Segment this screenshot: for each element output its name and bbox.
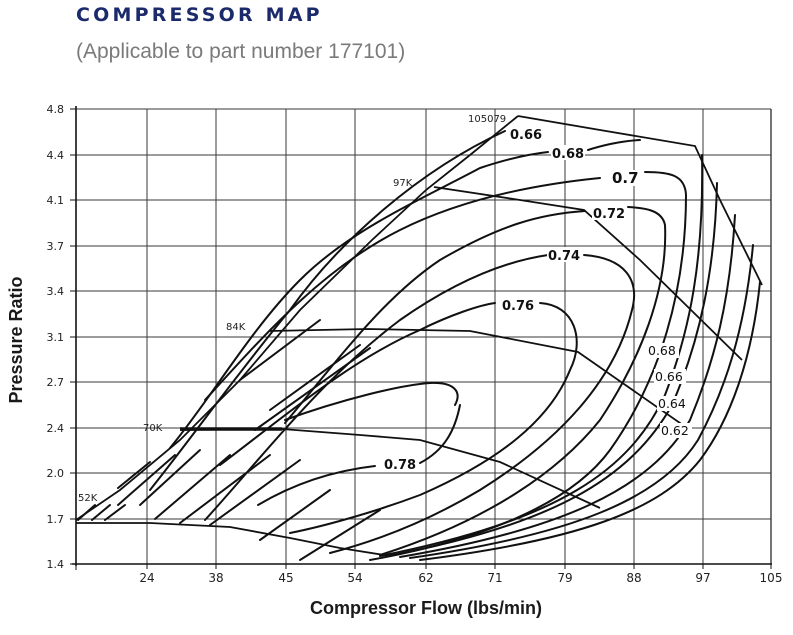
speed-label-52k: 52K <box>78 493 98 504</box>
x-tick: 24 <box>139 571 154 585</box>
y-tick: 3.4 <box>47 285 65 298</box>
eff-label-074: 0.74 <box>548 249 580 264</box>
eff-label-070: 0.7 <box>612 169 639 187</box>
eff-label-078: 0.78 <box>384 458 416 473</box>
speed-label-105079: 105079 <box>468 114 506 125</box>
x-tick: 71 <box>487 571 502 585</box>
speed-line-105079 <box>517 115 763 286</box>
y-tick: 4.4 <box>47 149 65 162</box>
eff-label-062-choke: 0.62 <box>661 423 689 438</box>
eff-label-068-top: 0.68 <box>552 147 584 162</box>
surge-line <box>75 115 519 521</box>
x-axis-title: Compressor Flow (lbs/min) <box>310 598 542 618</box>
eff-label-066-top: 0.66 <box>510 128 542 143</box>
speed-labels: 52K 70K 84K 97K 105079 <box>78 114 506 504</box>
speed-line-84k <box>268 328 691 431</box>
eff-label-076: 0.76 <box>502 299 534 314</box>
x-tick-labels: 24 38 45 54 62 71 79 88 97 105 <box>139 571 782 585</box>
x-tick: 97 <box>695 571 710 585</box>
efficiency-labels: 0.66 0.68 0.7 0.72 0.74 0.76 0.78 0.68 0… <box>383 126 692 473</box>
chart-subtitle: (Applicable to part number 177101) <box>76 40 406 63</box>
eff-label-072: 0.72 <box>593 207 625 222</box>
y-tick: 1.4 <box>47 558 65 571</box>
y-tick: 2.0 <box>47 467 65 480</box>
chart-title: COMPRESSOR MAP <box>76 4 323 26</box>
eff-label-068-choke: 0.68 <box>648 343 676 358</box>
x-tick: 38 <box>208 571 223 585</box>
y-tick: 2.4 <box>47 422 65 435</box>
y-tick: 2.7 <box>47 376 65 389</box>
speed-line-97k <box>433 186 743 361</box>
x-tick: 88 <box>626 571 641 585</box>
speed-lines <box>76 115 763 557</box>
speed-line-52k <box>76 522 391 557</box>
eff-label-066-choke: 0.66 <box>655 369 683 384</box>
x-tick: 105 <box>760 571 783 585</box>
x-tick: 79 <box>557 571 572 585</box>
y-tick: 3.1 <box>47 331 65 344</box>
y-tick: 3.7 <box>47 240 65 253</box>
y-axis-title: Pressure Ratio <box>6 276 26 403</box>
eff-label-064-choke: 0.64 <box>658 396 686 411</box>
speed-label-97k: 97K <box>393 178 413 189</box>
y-tick: 1.7 <box>47 513 65 526</box>
axes <box>70 106 772 570</box>
speed-label-70k: 70K <box>143 423 163 434</box>
x-tick: 62 <box>418 571 433 585</box>
x-tick: 54 <box>347 571 362 585</box>
y-tick: 4.8 <box>47 103 65 116</box>
y-tick: 4.1 <box>47 194 65 207</box>
y-tick-labels: 4.8 4.4 4.1 3.7 3.4 3.1 2.7 2.4 2.0 1.7 … <box>47 103 65 571</box>
x-tick: 45 <box>278 571 293 585</box>
speed-label-84k: 84K <box>226 322 246 333</box>
